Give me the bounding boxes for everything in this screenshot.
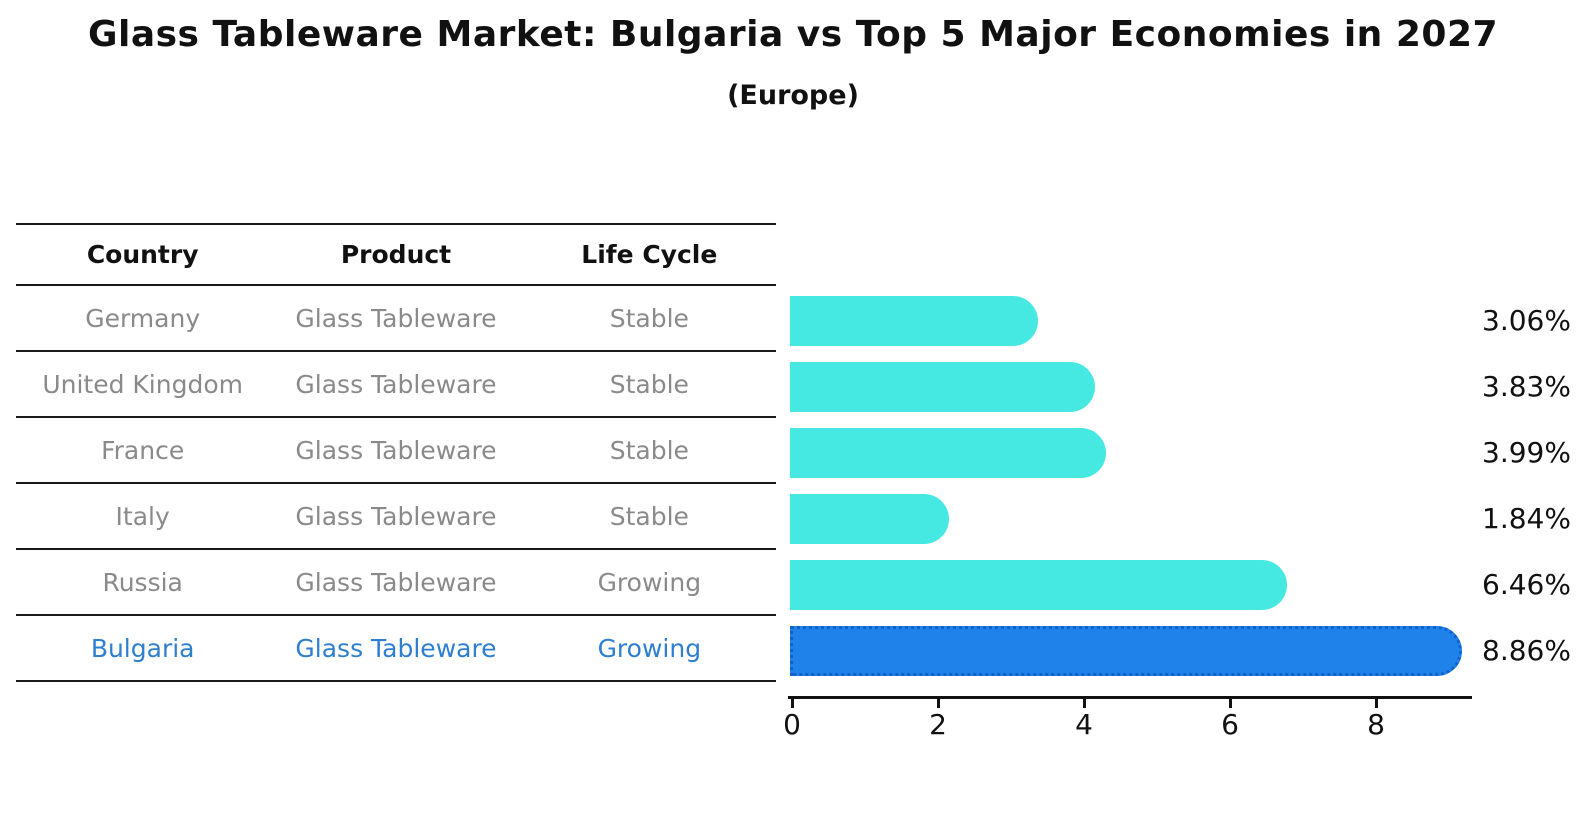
table-row: Germany Glass Tableware Stable: [16, 286, 776, 352]
x-tick: [1082, 699, 1086, 708]
x-tick-label: 4: [1075, 708, 1093, 741]
bar: [790, 296, 1039, 346]
x-tick-label: 2: [929, 708, 947, 741]
chart-subtitle: (Europe): [727, 80, 859, 111]
table-cell-product: Glass Tableware: [295, 303, 497, 333]
table-cell-life-cycle: Stable: [609, 501, 689, 531]
table-header-country: Country: [86, 240, 199, 269]
country-table: Country Product Life Cycle Germany Glass …: [16, 223, 776, 682]
x-tick-label: 0: [783, 708, 801, 741]
table-cell-life-cycle: Stable: [609, 435, 689, 465]
table-cell-life-cycle: Growing: [597, 567, 702, 597]
table-header-product: Product: [340, 240, 452, 269]
table-cell-country: Russia: [102, 567, 183, 597]
table-cell-product: Glass Tableware: [295, 567, 497, 597]
table-row: United Kingdom Glass Tableware Stable: [16, 352, 776, 418]
bar: [790, 428, 1107, 478]
value-label: 6.46%: [1482, 568, 1571, 601]
x-tick: [936, 699, 940, 708]
bar: [790, 560, 1287, 610]
value-label: 3.06%: [1482, 304, 1571, 337]
table-cell-product: Glass Tableware: [295, 633, 497, 663]
value-label: 8.86%: [1482, 634, 1571, 667]
table-body: Germany Glass Tableware Stable United Kingd…: [16, 286, 776, 682]
value-label: 3.83%: [1482, 370, 1571, 403]
x-axis-line: [788, 696, 1472, 699]
table-cell-country: Germany: [85, 303, 201, 333]
x-tick-label: 6: [1221, 708, 1239, 741]
table-row: France Glass Tableware Stable: [16, 418, 776, 484]
bar: [790, 362, 1095, 412]
table-cell-country: France: [101, 435, 185, 465]
x-tick: [790, 699, 794, 708]
table-cell-product: Glass Tableware: [295, 435, 497, 465]
x-tick: [1228, 699, 1232, 708]
bar: [790, 494, 950, 544]
table-row: Russia Glass Tableware Growing: [16, 550, 776, 616]
table-header-life-cycle: Life Cycle: [581, 240, 718, 269]
chart-title: Glass Tableware Market: Bulgaria vs Top …: [87, 14, 1499, 55]
table-header-row: Country Product Life Cycle: [16, 223, 776, 286]
table-cell-country: United Kingdom: [42, 369, 243, 399]
table-row: Bulgaria Glass Tableware Growing: [16, 616, 776, 682]
x-tick-label: 8: [1367, 708, 1385, 741]
table-cell-product: Glass Tableware: [295, 369, 497, 399]
value-label: 1.84%: [1482, 502, 1571, 535]
x-tick: [1374, 699, 1378, 708]
table-cell-life-cycle: Stable: [609, 369, 689, 399]
table-cell-life-cycle: Stable: [609, 303, 689, 333]
table-cell-product: Glass Tableware: [295, 501, 497, 531]
table-row: Italy Glass Tableware Stable: [16, 484, 776, 550]
table-cell-life-cycle: Growing: [597, 633, 702, 663]
value-label: 3.99%: [1482, 436, 1571, 469]
table-cell-country: Bulgaria: [90, 633, 195, 663]
table-cell-country: Italy: [115, 501, 170, 531]
bar-highlight: [790, 626, 1462, 676]
